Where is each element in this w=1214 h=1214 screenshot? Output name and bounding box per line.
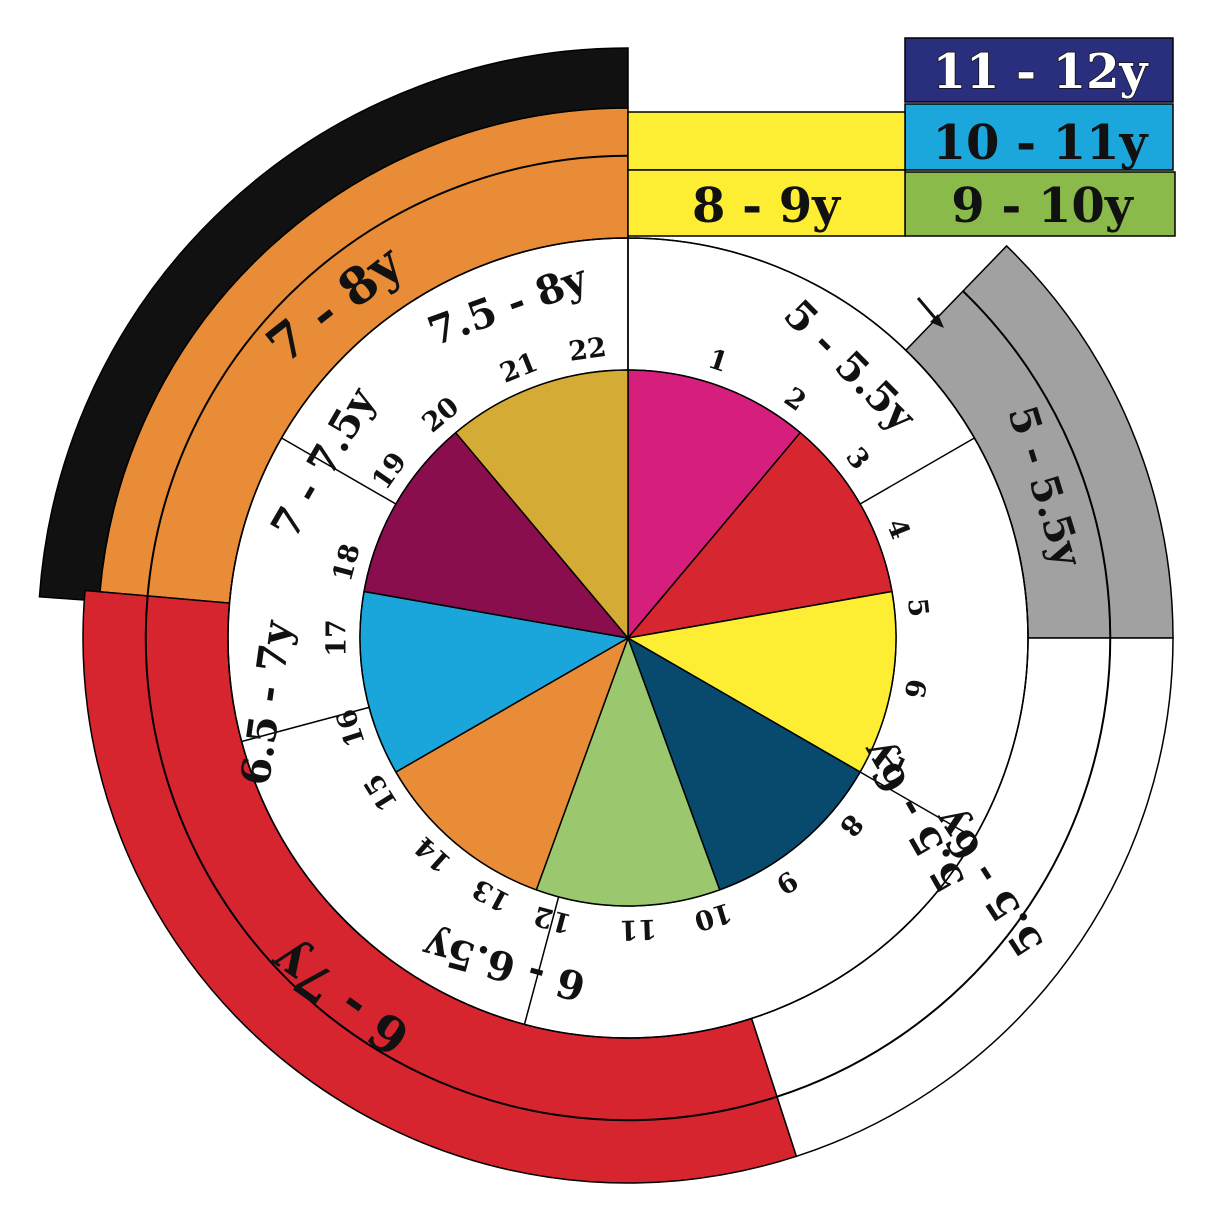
sector-divider-6 xyxy=(281,437,397,505)
pie-chart xyxy=(359,369,897,907)
pie-slice-2 xyxy=(626,431,893,640)
pie-slice-9 xyxy=(454,369,629,641)
number-label-6: 6 xyxy=(898,677,932,701)
sector-divider-4 xyxy=(523,896,560,1025)
pie-slice-7 xyxy=(359,590,631,774)
pie-slice-4 xyxy=(626,636,862,891)
legend-box-10-11 xyxy=(904,103,1174,171)
legend-box-8-9 xyxy=(627,169,906,237)
pie-slice-5 xyxy=(535,635,721,907)
pie-slice-1 xyxy=(627,369,802,641)
legend-label-8-9: 8 - 9y xyxy=(692,178,842,234)
number-label-17: 17 xyxy=(322,619,353,657)
divider-lines xyxy=(241,238,975,1025)
pie-slice-3 xyxy=(625,590,897,774)
legend: 11 - 12y 10 - 11y 9 - 10y 8 - 9y xyxy=(627,37,1176,237)
sector-divider-3 xyxy=(859,771,975,839)
arrow-icon xyxy=(916,297,944,328)
red-inner-line xyxy=(144,595,779,1122)
legend-box-11-12 xyxy=(904,37,1174,103)
legend-box-yellow-upper xyxy=(627,111,906,171)
number-label-22: 22 xyxy=(567,332,609,368)
legend-box-9-10 xyxy=(904,171,1176,237)
number-label-11: 11 xyxy=(619,913,658,945)
pie-slice-8 xyxy=(363,431,630,640)
pie-slice-6 xyxy=(394,636,630,891)
legend-label-9-10: 9 - 10y xyxy=(951,178,1135,234)
white-inner-line xyxy=(775,637,1112,1098)
sector-divider-5 xyxy=(241,706,370,743)
legend-label-11-12: 11 - 12y xyxy=(933,44,1150,100)
number-label-5: 5 xyxy=(901,597,934,619)
legend-label-10-11: 10 - 11y xyxy=(933,115,1150,171)
sector-divider-2 xyxy=(859,437,975,505)
